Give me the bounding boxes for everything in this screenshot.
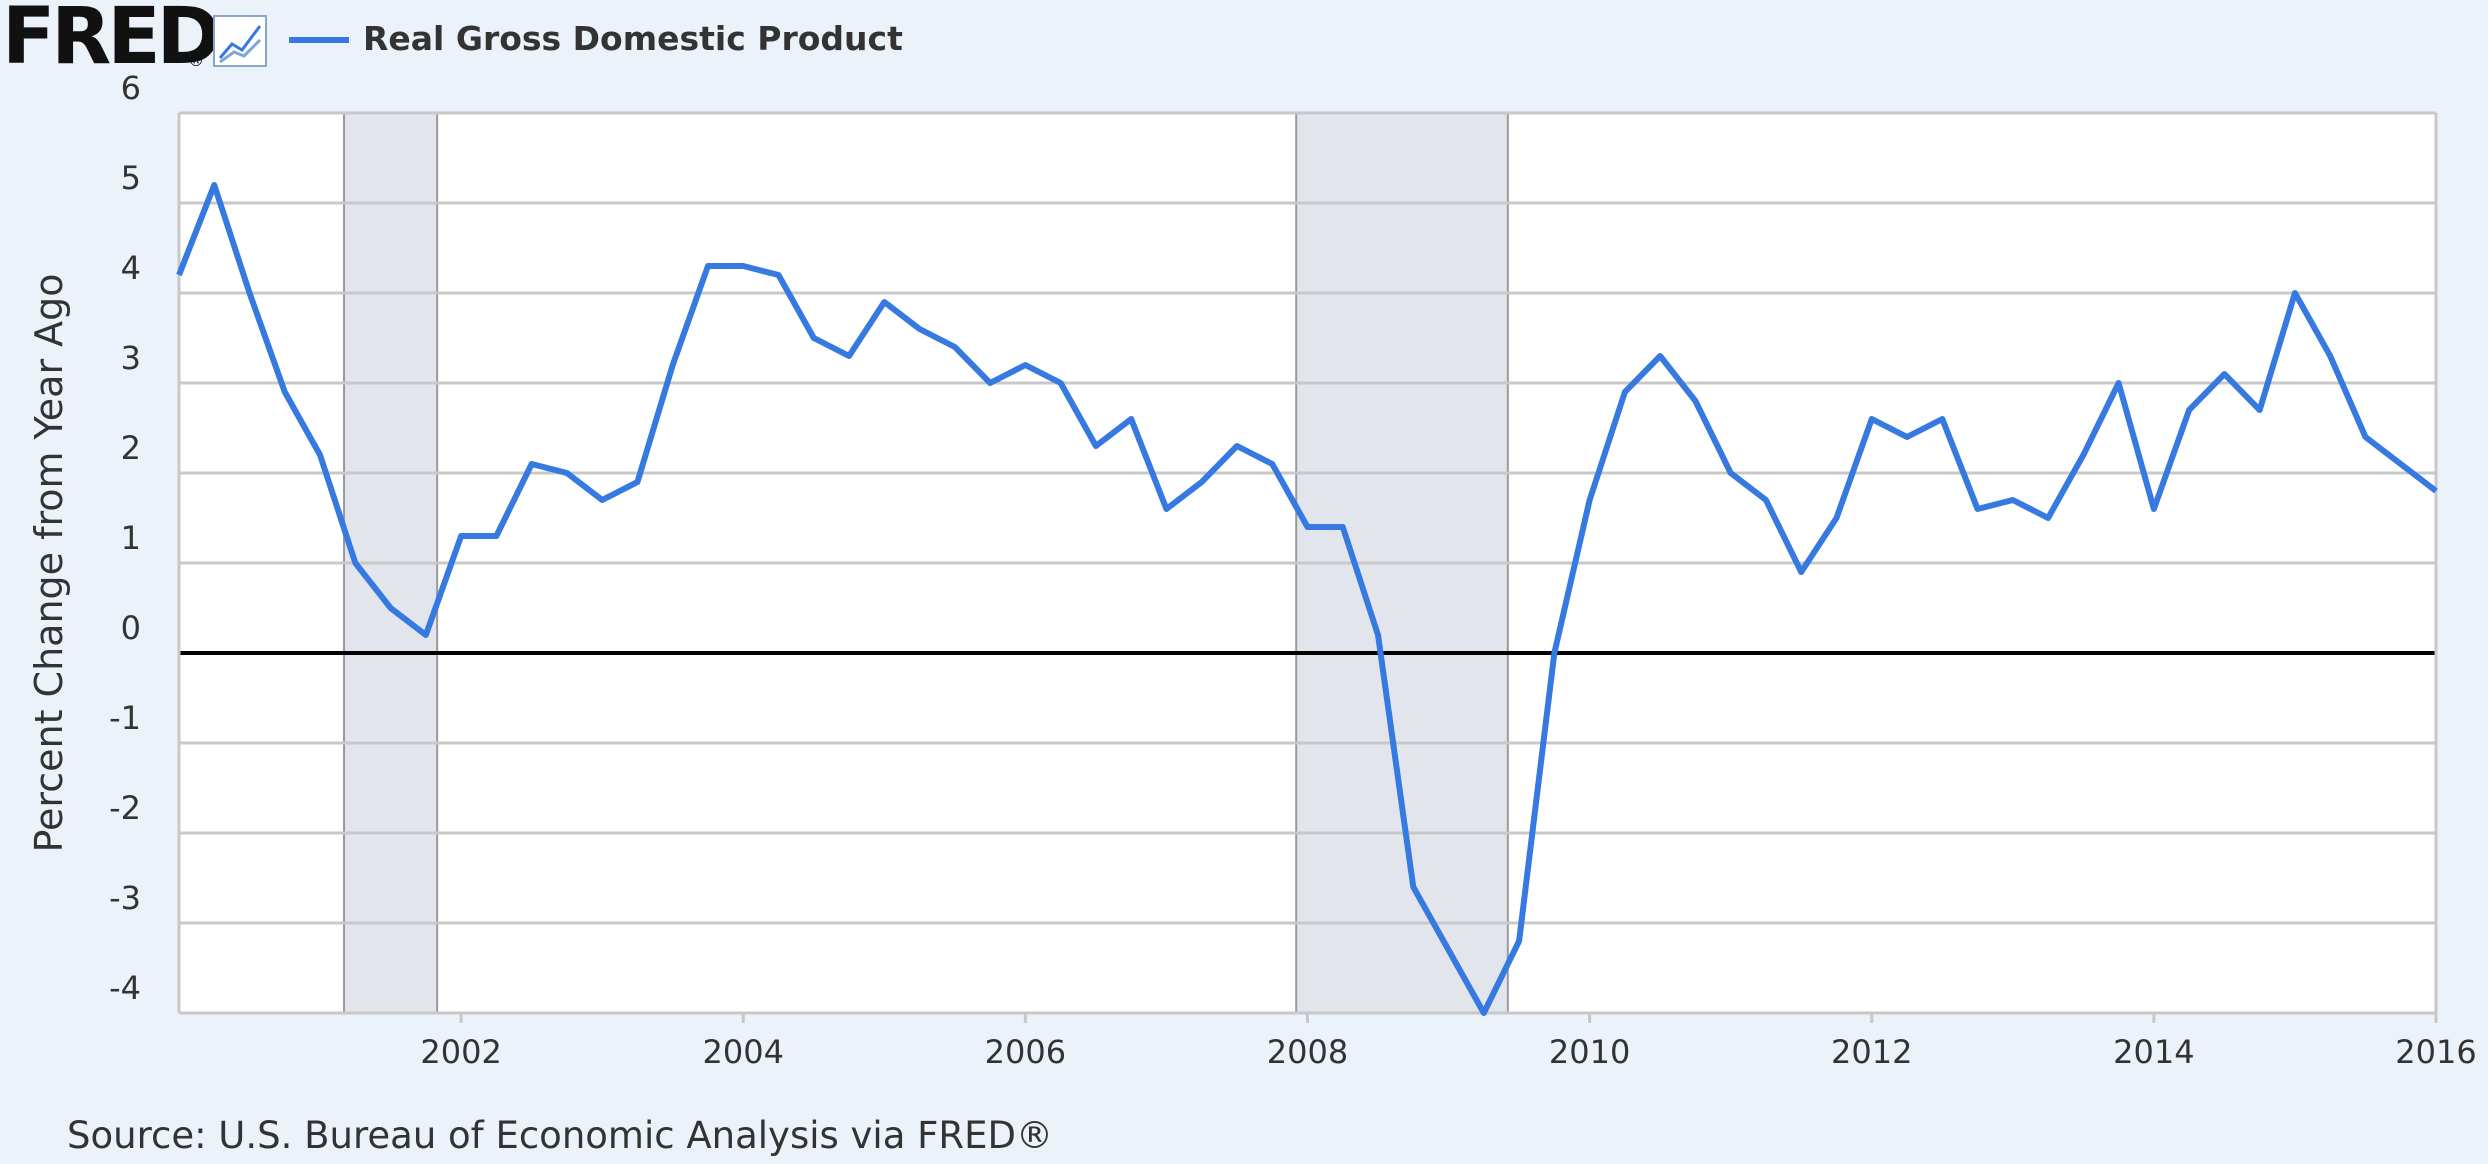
- x-tick-label: 2008: [1267, 1033, 1348, 1071]
- x-tick-label: 2002: [420, 1033, 501, 1071]
- x-tick-label: 2012: [1831, 1033, 1912, 1071]
- x-tick-label: 2016: [2395, 1033, 2476, 1071]
- y-tick-label: -1: [109, 699, 141, 737]
- y-axis-label: Percent Change from Year Ago: [27, 273, 71, 852]
- x-tick-label: 2004: [703, 1033, 784, 1071]
- y-tick-label: 0: [121, 609, 141, 647]
- y-tick-label: 5: [121, 159, 141, 197]
- x-tick-label: 2006: [985, 1033, 1066, 1071]
- legend-label: Real Gross Domestic Product: [363, 19, 903, 58]
- y-tick-label: 1: [121, 519, 141, 557]
- y-tick-label: 6: [121, 69, 141, 107]
- y-tick-label: -4: [109, 969, 141, 1007]
- x-tick-label: 2010: [1549, 1033, 1630, 1071]
- logo-icon: [213, 15, 267, 67]
- series-line: [176, 182, 2438, 1016]
- logo: FRED: [2, 0, 218, 82]
- y-tick-label: 2: [121, 429, 141, 467]
- y-tick-label: -2: [109, 789, 141, 827]
- source: Source: U.S. Bureau of Economic Analysis…: [67, 1114, 1053, 1157]
- logo-mark: ®: [188, 51, 204, 70]
- y-tick-label: 4: [121, 249, 141, 287]
- y-tick-label: -3: [109, 879, 141, 917]
- y-tick-label: 3: [121, 339, 141, 377]
- x-tick-label: 2014: [2113, 1033, 2194, 1071]
